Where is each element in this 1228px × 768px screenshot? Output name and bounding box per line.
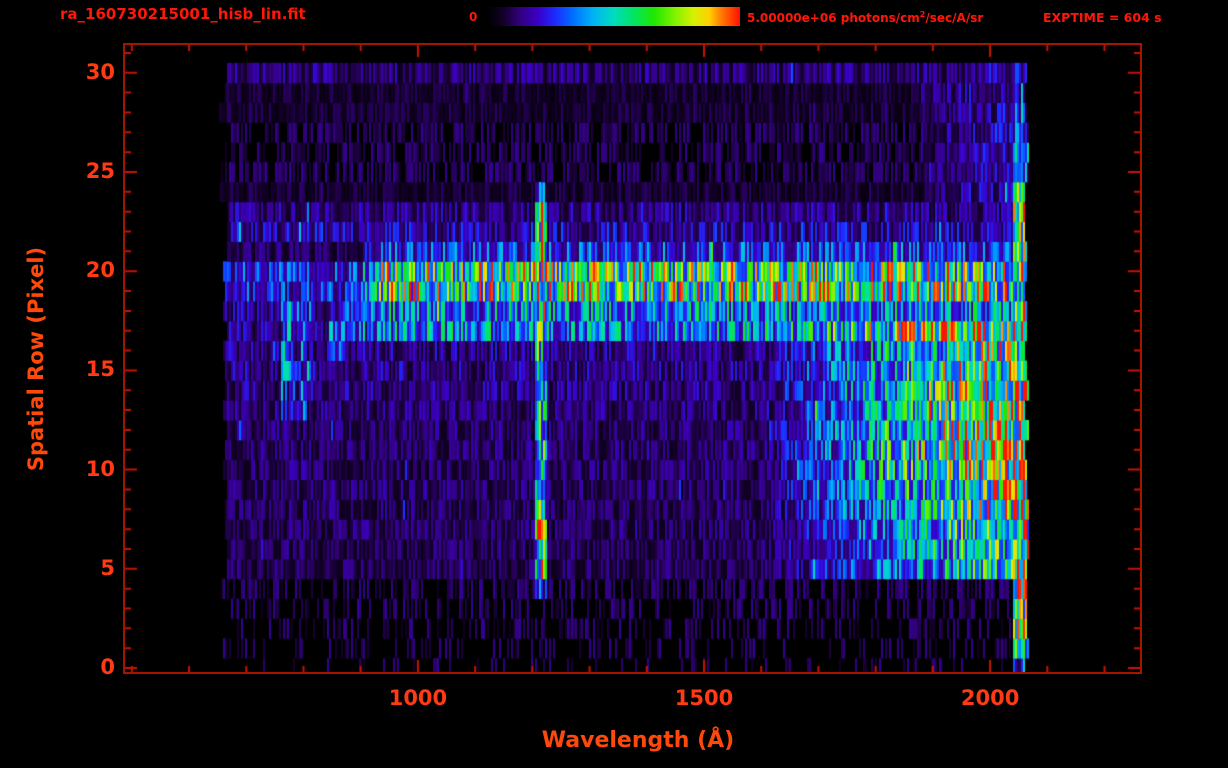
x-tick-label: 2000 bbox=[960, 686, 1020, 710]
colorbar-units-prefix: photons/cm bbox=[836, 11, 920, 25]
plot-frame bbox=[123, 43, 1142, 674]
x-tick-label: 1500 bbox=[674, 686, 734, 710]
filename-label: ra_160730215001_hisb_lin.fit bbox=[60, 5, 306, 23]
x-axis-title: Wavelength (Å) bbox=[541, 728, 735, 753]
spectral-heatmap bbox=[125, 45, 1140, 672]
y-tick-label: 0 bbox=[100, 655, 115, 680]
colorbar-units-superscript: 2 bbox=[919, 10, 926, 19]
y-axis-title: Spatial Row (Pixel) bbox=[24, 246, 48, 472]
colorbar-units-suffix: /sec/A/sr bbox=[925, 11, 984, 25]
x-tick-label: 1000 bbox=[388, 686, 448, 710]
colorbar-max-value: 5.00000e+06 bbox=[747, 11, 837, 25]
exptime-label: EXPTIME = 604 s bbox=[1043, 10, 1162, 25]
colorbar-min-label: 0 bbox=[469, 10, 478, 24]
colorbar-gradient bbox=[487, 7, 740, 26]
y-tick-label: 20 bbox=[85, 258, 115, 283]
y-tick-label: 25 bbox=[85, 158, 115, 183]
y-tick-label: 30 bbox=[85, 59, 115, 84]
y-tick-label: 15 bbox=[85, 357, 115, 382]
colorbar-max-label: 5.00000e+06 photons/cm2/sec/A/sr bbox=[747, 10, 983, 25]
y-tick-label: 10 bbox=[85, 456, 115, 481]
y-tick-label: 5 bbox=[100, 555, 115, 580]
